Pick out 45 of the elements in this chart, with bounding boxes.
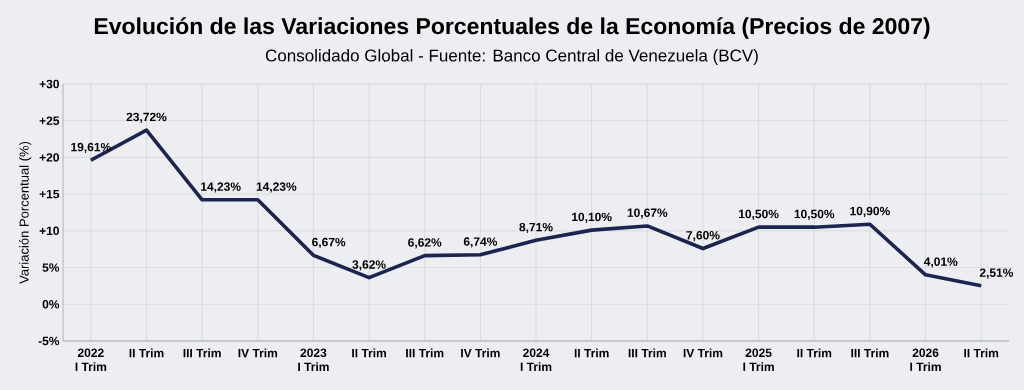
y-tick-label: +10: [39, 226, 59, 236]
y-tick-label: +30: [39, 79, 59, 89]
y-tick-label: -5%: [38, 336, 60, 346]
data-label: 10,50%: [738, 209, 779, 220]
x-tick-label: 2023 I Trim: [298, 348, 329, 371]
data-label: 6,67%: [312, 237, 346, 249]
x-tick-label: IV Trim: [461, 348, 500, 358]
data-label: 23,72%: [126, 112, 167, 123]
x-tick-label: IV Trim: [238, 348, 278, 358]
x-tick-label: II Trim: [797, 348, 832, 358]
x-tick-label: II Trim: [129, 348, 164, 358]
x-tick-label: III Trim: [406, 348, 444, 358]
data-label: 10,67%: [627, 208, 668, 219]
data-label: 10,90%: [850, 206, 890, 218]
data-label: 14,23%: [256, 182, 297, 193]
data-label: 7,60%: [686, 231, 720, 242]
chart-title: Evolución de las Variaciones Porcentuales de la Economía (Precios de 2007): [94, 17, 930, 39]
data-label: 2,51%: [979, 268, 1014, 279]
x-tick-label: III Trim: [628, 348, 666, 358]
y-axis-title: Variación Porcentual (%): [19, 141, 32, 284]
x-tick-label: III Trim: [183, 348, 221, 358]
data-label: 4,01%: [923, 257, 958, 268]
y-tick-label: +20: [39, 153, 59, 162]
x-tick-label: II Trim: [574, 348, 609, 358]
data-label: 10,50%: [794, 209, 835, 220]
chart-subtitle: Consolidado Global - Fuente: Banco Central de Venezuela (BCV): [265, 49, 758, 65]
data-label: 3,62%: [352, 260, 386, 271]
y-tick-label: 5%: [42, 263, 60, 272]
data-label: 10,10%: [572, 212, 612, 223]
x-tick-label: 2024 I Trim: [520, 348, 552, 371]
y-tick-label: +15: [39, 189, 60, 199]
x-tick-label: 2025 I Trim: [743, 348, 774, 371]
x-tick-label: III Trim: [851, 348, 889, 358]
x-tick-label: 2022 I Trim: [75, 348, 107, 371]
x-tick-label: IV Trim: [683, 348, 723, 358]
x-tick-label: II Trim: [352, 348, 387, 358]
y-tick-label: 0%: [42, 300, 60, 309]
data-label: 6,74%: [463, 237, 498, 248]
data-label: 8,71%: [519, 222, 553, 234]
x-tick-label: II Trim: [964, 348, 999, 358]
y-tick-label: +25: [39, 116, 60, 125]
data-label: 19,61%: [71, 142, 111, 154]
data-label: 6,62%: [408, 238, 442, 249]
data-label: 14,23%: [201, 182, 241, 193]
x-tick-label: 2026 I Trim: [910, 348, 941, 371]
